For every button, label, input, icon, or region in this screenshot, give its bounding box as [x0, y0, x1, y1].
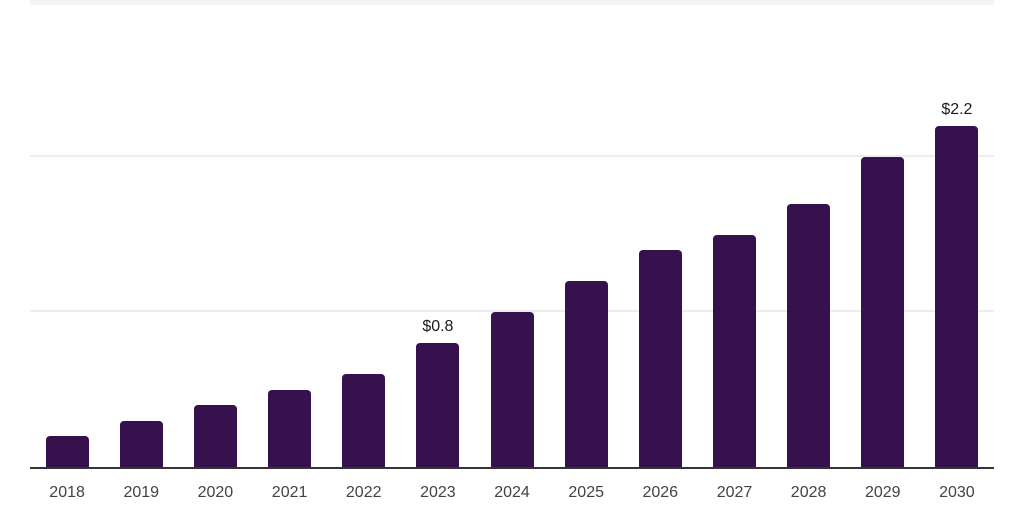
bar-2026 [638, 250, 682, 467]
bar-2018 [45, 436, 89, 467]
x-tick-label-2019: 2019 [123, 484, 160, 501]
x-tick-label-2022: 2022 [345, 484, 382, 501]
x-tick-label-2027: 2027 [716, 484, 753, 501]
bar-2021 [268, 389, 311, 467]
x-tick-label-2018: 2018 [49, 484, 85, 501]
gridline-3.0 [30, 0, 994, 5]
bar-2019 [119, 420, 163, 467]
gridline-2.0 [30, 155, 994, 158]
bar-2030 [935, 126, 979, 467]
bar-2025 [564, 281, 608, 467]
x-axis-labels: 2018 2019 2020 2021 2022 2023 2024 2025 2026 2027… [30, 484, 994, 504]
x-tick-label-2025: 2025 [568, 484, 604, 501]
bar-2020 [193, 405, 237, 467]
bar-value-label-2030: $2.2 [941, 101, 973, 119]
x-tick-label-2029: 2029 [864, 484, 901, 501]
gridline-1.0 [30, 310, 994, 313]
bar-2029 [861, 157, 905, 467]
bar-2024 [490, 312, 534, 467]
x-axis-line [30, 467, 994, 469]
bar-value-label-2023: $0.8 [422, 318, 454, 336]
plot-area: $0.8 $2.2 [30, 0, 994, 467]
bar-2028 [787, 203, 831, 467]
x-tick-label-2030: 2030 [939, 484, 975, 501]
bar-2023 [416, 343, 460, 467]
x-tick-label-2028: 2028 [790, 484, 827, 501]
bar-2022 [342, 374, 386, 467]
x-tick-label-2020: 2020 [197, 484, 234, 501]
x-tick-label-2026: 2026 [642, 484, 679, 501]
x-tick-label-2023: 2023 [420, 484, 456, 501]
x-tick-label-2024: 2024 [494, 484, 530, 501]
bar-2027 [713, 234, 756, 467]
x-tick-label-2021: 2021 [271, 484, 308, 501]
